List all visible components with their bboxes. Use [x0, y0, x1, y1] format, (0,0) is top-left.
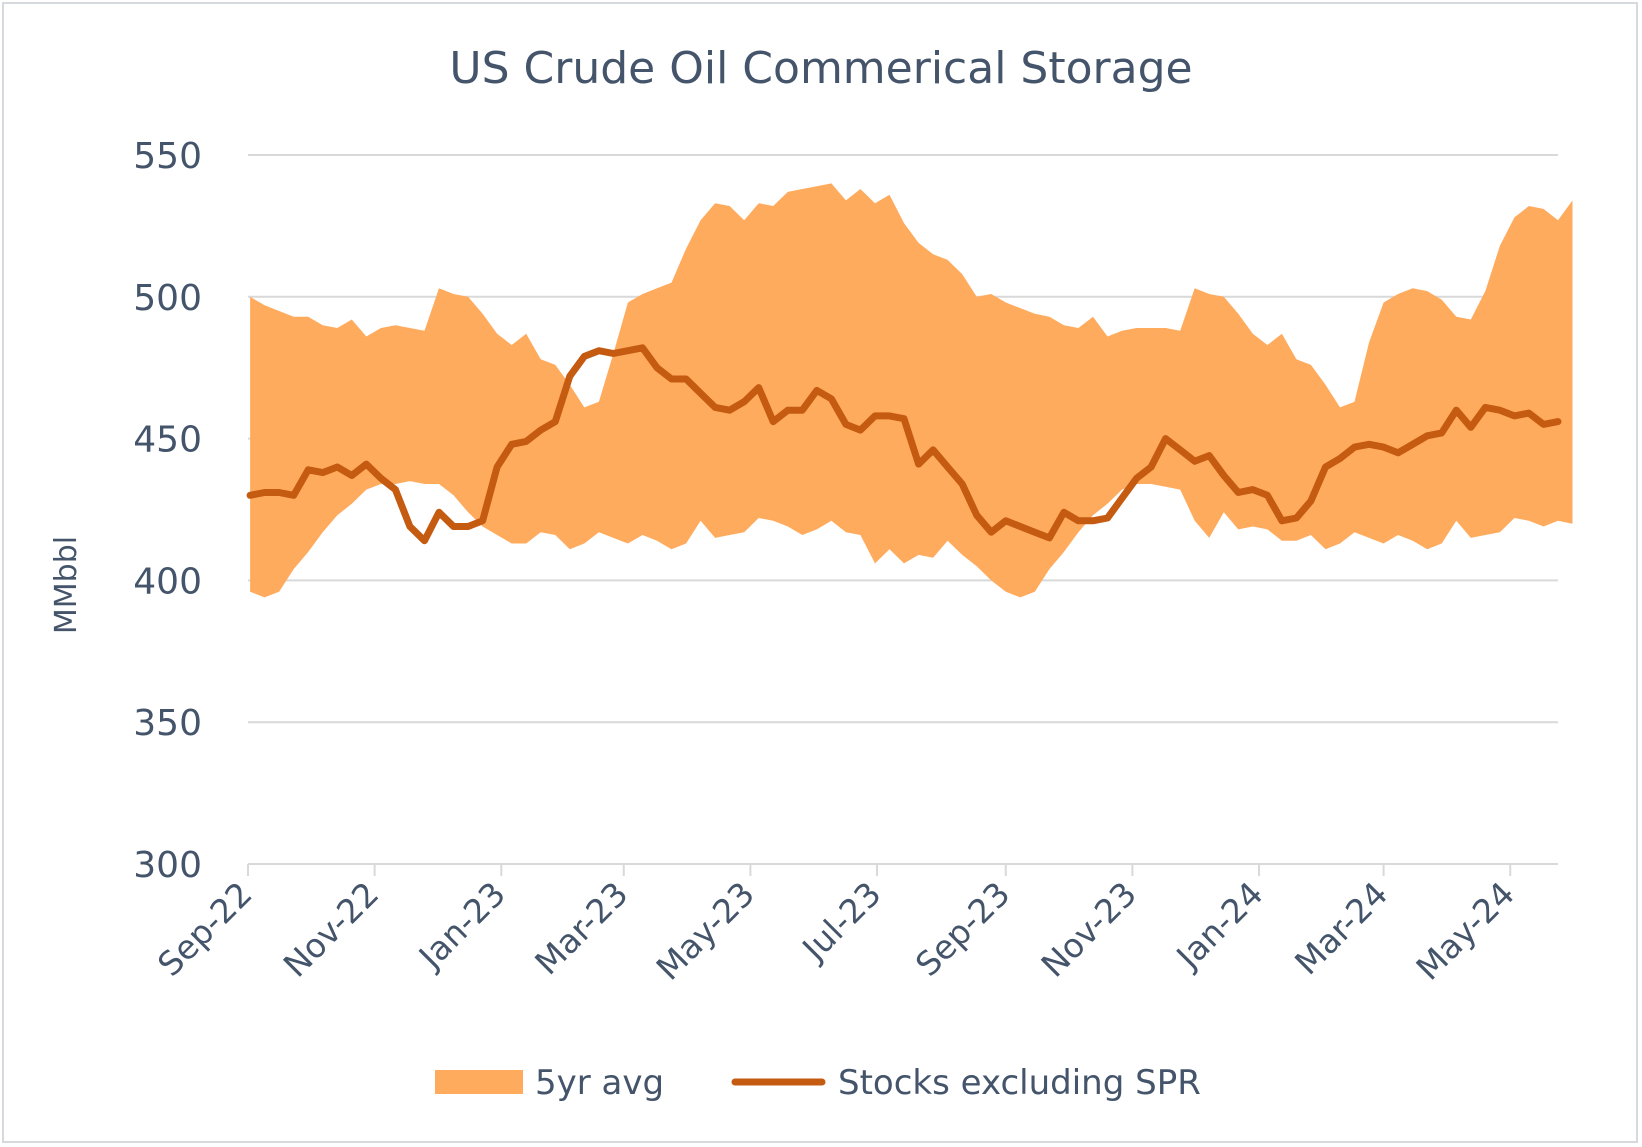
x-tick-label: Mar-24: [1287, 874, 1395, 982]
series-5yr-avg-band: [250, 183, 1573, 598]
band-layer: [250, 183, 1573, 598]
series-stocks-excluding-spr-line: [246, 344, 1562, 545]
y-tick-label: 500: [133, 278, 202, 319]
x-tick-label: May-23: [649, 874, 763, 988]
legend-label-5yr-avg: 5yr avg: [535, 1063, 664, 1103]
y-tick-label: 550: [133, 136, 202, 177]
line-layer: [246, 344, 1562, 545]
y-axis-ticks: 300 350 400 450 500 550: [133, 136, 202, 886]
x-tick-label: Sep-22: [150, 874, 260, 984]
x-tick-label: Nov-22: [276, 874, 387, 985]
x-tick-label: Jan-24: [1168, 874, 1271, 977]
x-tick-label: May-24: [1408, 874, 1522, 988]
chart-title: US Crude Oil Commerical Storage: [449, 43, 1192, 94]
legend-swatch-5yr-avg: [435, 1070, 523, 1094]
y-tick-label: 400: [133, 561, 202, 602]
x-tick-label: Nov-23: [1033, 874, 1144, 985]
y-axis-title: MMbbl: [49, 536, 84, 634]
x-tick-label: Jul-23: [793, 874, 888, 969]
x-tick-label: Mar-23: [527, 874, 635, 982]
x-tick-label: Sep-23: [908, 874, 1018, 984]
x-tick-label: Jan-23: [410, 874, 513, 977]
y-tick-label: 300: [133, 845, 202, 886]
legend-label-stocks: Stocks excluding SPR: [838, 1063, 1201, 1103]
y-tick-label: 350: [133, 703, 202, 744]
y-tick-label: 450: [133, 420, 202, 461]
x-axis: Sep-22 Nov-22 Jan-23 Mar-23 May-23 Jul-23 Sep-…: [150, 863, 1558, 988]
legend: 5yr avg Stocks excluding SPR: [435, 1063, 1201, 1103]
